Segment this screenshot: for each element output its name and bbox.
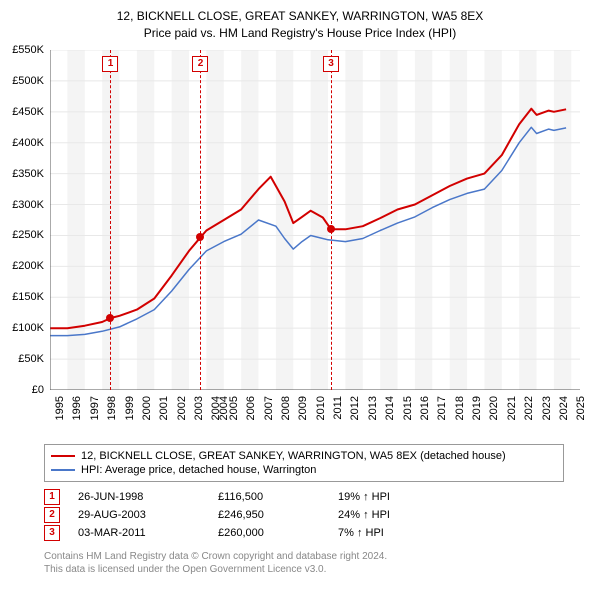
x-tick-label: 1996 [71, 396, 83, 420]
x-tick-label: 2001 [158, 396, 170, 420]
sale-marker-dot [196, 233, 204, 241]
x-tick-label: 2024 [558, 396, 570, 420]
y-axis: £0£50K£100K£150K£200K£250K£300K£350K£400… [0, 50, 48, 390]
sale-marker-line [200, 50, 201, 390]
title-line-2: Price paid vs. HM Land Registry's House … [0, 25, 600, 42]
footnote-line-2: This data is licensed under the Open Gov… [44, 563, 564, 576]
sale-price: £116,500 [218, 491, 338, 503]
legend-label: 12, BICKNELL CLOSE, GREAT SANKEY, WARRIN… [81, 450, 506, 462]
x-tick-label: 2006 [245, 396, 257, 420]
x-tick-label: 2010 [315, 396, 327, 420]
x-tick-label: 1997 [89, 396, 101, 420]
x-tick-label: 2014 [384, 396, 396, 420]
x-tick-label: 2025 [575, 396, 587, 420]
y-tick-label: £500K [12, 75, 44, 87]
x-tick-label: 2009 [297, 396, 309, 420]
x-tick-label: 2015 [402, 396, 414, 420]
sales-table: 1 26-JUN-1998£116,50019% ↑ HPI 2 29-AUG-200… [44, 488, 564, 542]
x-tick-label: 2020 [488, 396, 500, 420]
x-tick-label: 2002 [176, 396, 188, 420]
sale-marker-dot [106, 314, 114, 322]
footnote: Contains HM Land Registry data © Crown c… [44, 550, 564, 576]
x-tick-label: 2016 [419, 396, 431, 420]
x-tick-label: 2004 [218, 396, 230, 420]
x-tick-label: 1999 [124, 396, 136, 420]
y-tick-label: £250K [12, 229, 44, 241]
sale-number-box: 3 [44, 525, 60, 541]
sale-price: £246,950 [218, 509, 338, 521]
sale-date: 29-AUG-2003 [78, 509, 218, 521]
legend-label: HPI: Average price, detached house, Warr… [81, 464, 316, 476]
sales-row: 1 26-JUN-1998£116,50019% ↑ HPI [44, 488, 564, 506]
chart-container: 12, BICKNELL CLOSE, GREAT SANKEY, WARRIN… [0, 0, 600, 590]
sales-row: 3 03-MAR-2011£260,0007% ↑ HPI [44, 524, 564, 542]
sale-marker-line [331, 50, 332, 390]
x-tick-label: 2013 [367, 396, 379, 420]
x-tick-label: 2011 [332, 396, 344, 420]
sale-date: 26-JUN-1998 [78, 491, 218, 503]
legend-row: 12, BICKNELL CLOSE, GREAT SANKEY, WARRIN… [51, 449, 557, 463]
sales-row: 2 29-AUG-2003£246,95024% ↑ HPI [44, 506, 564, 524]
sale-delta: 19% ↑ HPI [338, 491, 458, 503]
sale-number-box: 1 [44, 489, 60, 505]
x-tick-label: 2021 [506, 396, 518, 420]
y-tick-label: £200K [12, 260, 44, 272]
y-tick-label: £50K [18, 353, 44, 365]
sale-marker-box: 1 [102, 56, 118, 72]
legend: 12, BICKNELL CLOSE, GREAT SANKEY, WARRIN… [44, 444, 564, 482]
y-tick-label: £300K [12, 199, 44, 211]
x-tick-label: 2017 [436, 396, 448, 420]
x-axis: 1995 1996 1997 1998 1999 2000 2001 2002 2003 2004… [50, 392, 580, 442]
x-tick-label: 1998 [106, 396, 118, 420]
sale-date: 03-MAR-2011 [78, 527, 218, 539]
y-tick-label: £100K [12, 322, 44, 334]
x-tick-label: 2007 [263, 396, 275, 420]
x-tick-label: 2023 [541, 396, 553, 420]
chart-svg [50, 50, 580, 390]
sale-marker-dot [327, 225, 335, 233]
x-tick-label: 2019 [471, 396, 483, 420]
title-line-1: 12, BICKNELL CLOSE, GREAT SANKEY, WARRIN… [0, 8, 600, 25]
y-tick-label: £450K [12, 106, 44, 118]
sale-price: £260,000 [218, 527, 338, 539]
x-tick-label: 2022 [523, 396, 535, 420]
legend-swatch [51, 469, 75, 471]
y-tick-label: £150K [12, 291, 44, 303]
footnote-line-1: Contains HM Land Registry data © Crown c… [44, 550, 564, 563]
x-tick-label: 2003 [193, 396, 205, 420]
sale-marker-box: 2 [192, 56, 208, 72]
legend-row: HPI: Average price, detached house, Warr… [51, 463, 557, 477]
sale-delta: 24% ↑ HPI [338, 509, 458, 521]
y-tick-label: £0 [32, 384, 44, 396]
x-tick-label: 2000 [141, 396, 153, 420]
plot-area: 1 2 3 [50, 50, 580, 390]
sale-marker-line [110, 50, 111, 390]
x-tick-label: 2008 [280, 396, 292, 420]
sale-number-box: 2 [44, 507, 60, 523]
y-tick-label: £400K [12, 137, 44, 149]
x-tick-label: 2012 [349, 396, 361, 420]
y-tick-label: £550K [12, 44, 44, 56]
sale-delta: 7% ↑ HPI [338, 527, 458, 539]
y-tick-label: £350K [12, 168, 44, 180]
x-tick-label: 2018 [454, 396, 466, 420]
sale-marker-box: 3 [323, 56, 339, 72]
chart-title: 12, BICKNELL CLOSE, GREAT SANKEY, WARRIN… [0, 0, 600, 42]
x-tick-label: 1995 [54, 396, 66, 420]
legend-swatch [51, 455, 75, 457]
